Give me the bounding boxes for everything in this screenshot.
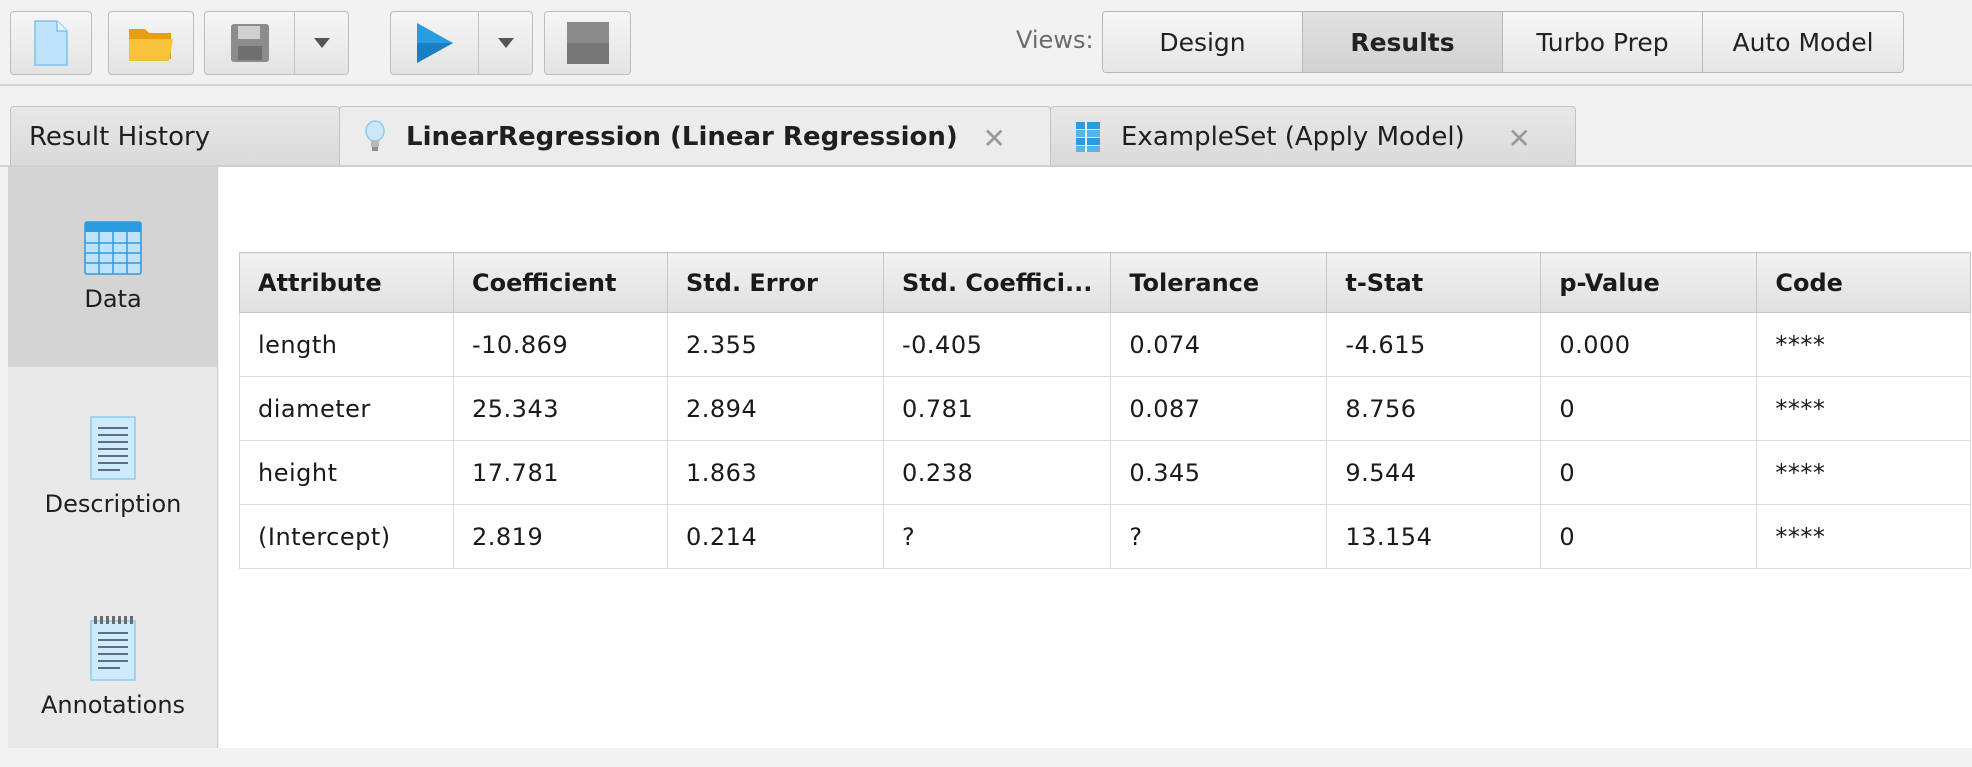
result-tabbar: Result History LinearRegression (Linear …	[0, 88, 1972, 167]
sidenav-item-annotations[interactable]: Annotations	[8, 567, 218, 767]
data-table-icon	[84, 221, 142, 275]
table-header-row: Attribute Coefficient Std. Error Std. Co…	[239, 252, 1972, 313]
table-cell: height	[239, 440, 454, 505]
save-button[interactable]	[205, 12, 294, 74]
column-header-t-stat[interactable]: t-Stat	[1326, 252, 1542, 313]
table-cell: ****	[1756, 312, 1972, 377]
tab-divider	[0, 165, 1972, 167]
view-design-button[interactable]: Design	[1103, 12, 1303, 72]
exampleset-icon	[1075, 121, 1101, 153]
sidenav-item-label: Annotations	[40, 691, 186, 719]
table-cell: ****	[1756, 376, 1972, 441]
sidenav-item-description[interactable]: Description	[8, 367, 218, 567]
table-row[interactable]: length -10.869 2.355 -0.405 0.074 -4.615…	[239, 312, 1972, 377]
table-cell: ?	[1110, 504, 1328, 569]
save-dropdown-button[interactable]	[294, 12, 348, 74]
close-icon[interactable]: ✕	[982, 122, 1006, 155]
column-header-std-coefficient[interactable]: Std. Coeffici...	[882, 252, 1112, 313]
coefficient-table: Attribute Coefficient Std. Error Std. Co…	[239, 252, 1972, 569]
table-cell: (Intercept)	[239, 504, 454, 569]
table-cell: 0	[1540, 504, 1758, 569]
table-row[interactable]: diameter 25.343 2.894 0.781 0.087 8.756 …	[239, 376, 1972, 441]
main-toolbar: Views: Design Results Turbo Prep Auto Mo…	[0, 0, 1972, 86]
table-cell: 0.074	[1110, 312, 1328, 377]
result-view-sidenav: Data Description Annotations	[8, 167, 218, 748]
column-header-coefficient[interactable]: Coefficient	[453, 252, 668, 313]
lightbulb-icon	[364, 120, 386, 154]
column-header-std-error[interactable]: Std. Error	[667, 252, 884, 313]
table-cell: 0.345	[1110, 440, 1328, 505]
column-header-attribute[interactable]: Attribute	[239, 252, 454, 313]
table-cell: 2.894	[667, 376, 884, 441]
results-panel: Attribute Coefficient Std. Error Std. Co…	[219, 167, 1972, 748]
table-cell: 0.781	[882, 376, 1112, 441]
sidenav-item-label: Description	[44, 490, 182, 518]
save-icon	[230, 24, 269, 62]
run-button[interactable]	[391, 12, 478, 74]
open-folder-icon	[129, 29, 173, 61]
table-cell: 0.214	[667, 504, 884, 569]
sidenav-item-data[interactable]: Data	[8, 167, 218, 367]
sidenav-item-label: Data	[84, 285, 142, 313]
tab-label: Result History	[29, 122, 211, 152]
table-cell: 9.544	[1326, 440, 1542, 505]
table-cell: 0.238	[882, 440, 1112, 505]
save-split-button[interactable]	[204, 11, 349, 75]
table-cell: 0.000	[1540, 312, 1758, 377]
tab-linear-regression[interactable]: LinearRegression (Linear Regression) ✕	[339, 106, 1051, 167]
table-cell: -0.405	[882, 312, 1112, 377]
table-cell: 25.343	[453, 376, 668, 441]
column-header-p-value[interactable]: p-Value	[1540, 252, 1758, 313]
chevron-down-icon	[497, 38, 514, 48]
table-cell: 17.781	[453, 440, 668, 505]
table-cell: 13.154	[1326, 504, 1542, 569]
run-split-button[interactable]	[390, 11, 533, 75]
column-header-tolerance[interactable]: Tolerance	[1110, 252, 1328, 313]
tab-label: ExampleSet (Apply Model)	[1121, 122, 1465, 152]
stop-icon	[566, 22, 609, 64]
description-document-icon	[90, 416, 136, 480]
table-cell: ****	[1756, 440, 1972, 505]
table-cell: 0	[1540, 440, 1758, 505]
chevron-down-icon	[313, 38, 330, 48]
stop-button[interactable]	[544, 11, 631, 75]
table-cell: -4.615	[1326, 312, 1542, 377]
new-process-icon	[34, 20, 68, 66]
close-icon[interactable]: ✕	[1507, 122, 1531, 155]
open-process-button[interactable]	[108, 11, 194, 75]
annotations-notepad-icon	[90, 616, 136, 681]
table-cell: 1.863	[667, 440, 884, 505]
table-cell: 8.756	[1326, 376, 1542, 441]
table-cell: 2.355	[667, 312, 884, 377]
table-cell: 0.087	[1110, 376, 1328, 441]
run-dropdown-button[interactable]	[478, 12, 532, 74]
table-cell: ?	[882, 504, 1112, 569]
table-cell: -10.869	[453, 312, 668, 377]
run-play-icon	[416, 23, 453, 63]
new-process-button[interactable]	[10, 11, 92, 75]
table-cell: diameter	[239, 376, 454, 441]
tab-exampleset-apply-model[interactable]: ExampleSet (Apply Model) ✕	[1050, 106, 1576, 167]
table-cell: 0	[1540, 376, 1758, 441]
column-header-code[interactable]: Code	[1756, 252, 1972, 313]
table-cell: ****	[1756, 504, 1972, 569]
table-cell: length	[239, 312, 454, 377]
view-auto-model-button[interactable]: Auto Model	[1703, 12, 1903, 72]
view-turbo-prep-button[interactable]: Turbo Prep	[1503, 12, 1703, 72]
views-label: Views:	[1016, 26, 1094, 54]
tab-label: LinearRegression (Linear Regression)	[406, 122, 958, 152]
table-cell: 2.819	[453, 504, 668, 569]
table-row[interactable]: (Intercept) 2.819 0.214 ? ? 13.154 0 ***…	[239, 504, 1972, 569]
tab-result-history[interactable]: Result History	[10, 106, 340, 167]
views-switcher: Design Results Turbo Prep Auto Model	[1102, 11, 1904, 73]
view-results-button[interactable]: Results	[1303, 12, 1503, 72]
table-row[interactable]: height 17.781 1.863 0.238 0.345 9.544 0 …	[239, 440, 1972, 505]
